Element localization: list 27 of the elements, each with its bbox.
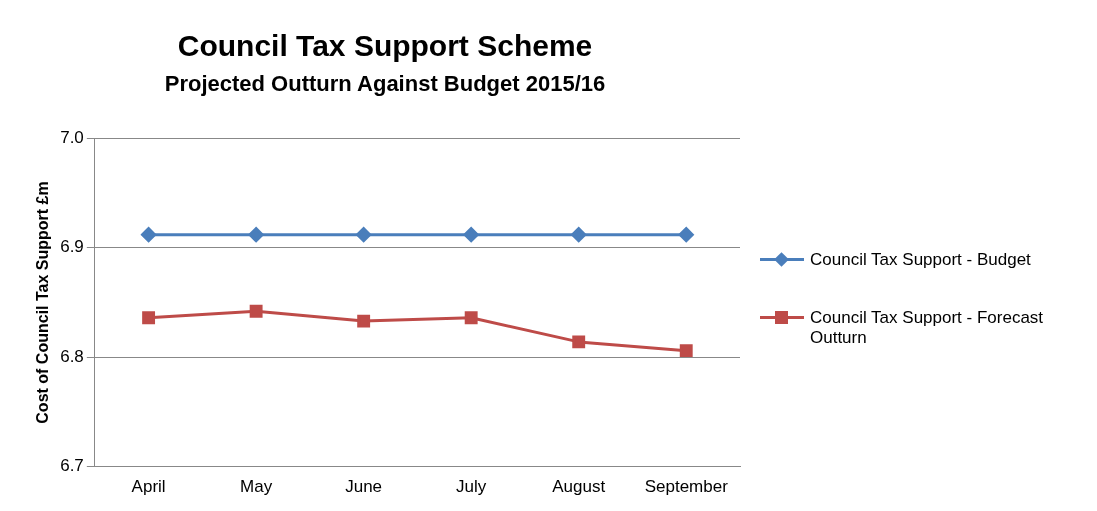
x-tick-label: September bbox=[644, 477, 729, 497]
y-tick-label: 6.8 bbox=[60, 346, 84, 366]
y-axis-title: Cost of Council Tax Support £m bbox=[34, 181, 52, 424]
y-tick-label: 6.7 bbox=[60, 456, 84, 476]
point bbox=[356, 227, 372, 243]
x-tick-label: April bbox=[131, 477, 166, 497]
legend-label: Council Tax Support - Forecast Outturn bbox=[810, 308, 1045, 348]
point bbox=[571, 227, 587, 243]
point bbox=[572, 335, 586, 349]
x-tick-label: May bbox=[240, 477, 273, 497]
point bbox=[464, 311, 478, 325]
point bbox=[249, 304, 263, 318]
x-tick-label: July bbox=[456, 477, 487, 497]
chart-subtitle: Projected Outturn Against Budget 2015/16 bbox=[164, 71, 606, 97]
point bbox=[248, 227, 264, 243]
y-tick-label: 6.9 bbox=[60, 237, 84, 257]
point bbox=[678, 227, 694, 243]
point bbox=[679, 344, 693, 358]
point bbox=[142, 311, 156, 325]
point bbox=[463, 227, 479, 243]
x-tick-label: August bbox=[552, 477, 606, 497]
y-tick-label: 7.0 bbox=[60, 128, 84, 148]
x-tick-label: June bbox=[345, 477, 383, 497]
point bbox=[357, 314, 371, 328]
legend-label: Council Tax Support - Budget bbox=[810, 250, 1031, 270]
point bbox=[141, 227, 157, 243]
chart-title: Council Tax Support Scheme bbox=[177, 29, 593, 63]
